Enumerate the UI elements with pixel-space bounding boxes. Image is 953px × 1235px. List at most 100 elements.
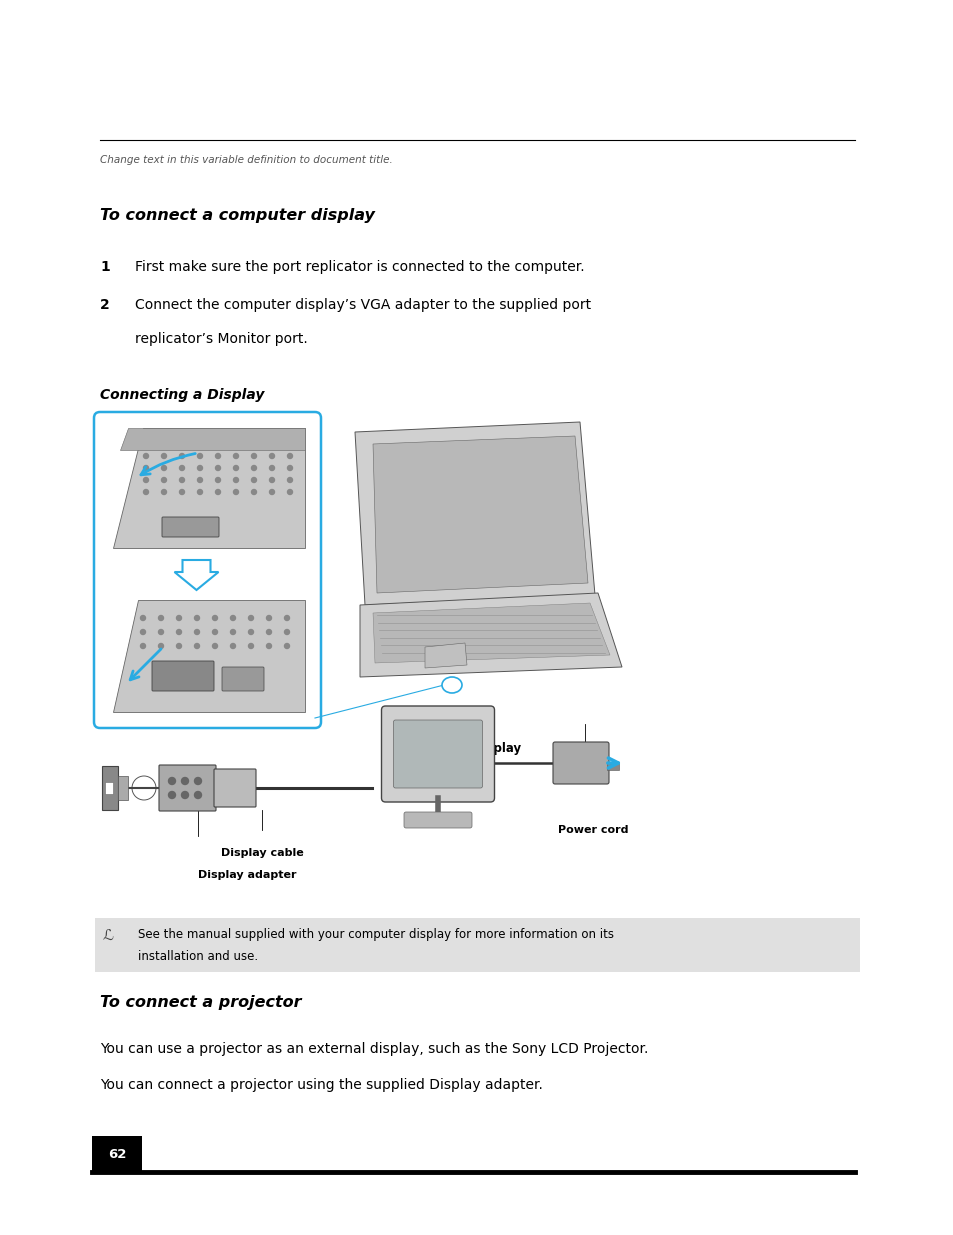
Bar xyxy=(102,766,118,810)
Circle shape xyxy=(233,466,238,471)
Circle shape xyxy=(161,489,167,494)
Circle shape xyxy=(231,615,235,620)
Circle shape xyxy=(179,466,184,471)
Circle shape xyxy=(132,776,156,800)
Text: installation and use.: installation and use. xyxy=(138,950,258,963)
Circle shape xyxy=(287,478,293,483)
Text: 62: 62 xyxy=(108,1147,126,1161)
FancyBboxPatch shape xyxy=(152,661,213,692)
Circle shape xyxy=(269,478,274,483)
Circle shape xyxy=(269,466,274,471)
Circle shape xyxy=(213,630,217,635)
Text: Change text in this variable definition to document title.: Change text in this variable definition … xyxy=(100,156,393,165)
Text: 2: 2 xyxy=(100,298,110,312)
Text: replicator’s Monitor port.: replicator’s Monitor port. xyxy=(135,332,308,346)
Circle shape xyxy=(194,778,201,784)
Circle shape xyxy=(248,615,253,620)
Text: 1: 1 xyxy=(100,261,110,274)
Circle shape xyxy=(213,643,217,648)
Text: First make sure the port replicator is connected to the computer.: First make sure the port replicator is c… xyxy=(135,261,584,274)
Circle shape xyxy=(248,643,253,648)
Circle shape xyxy=(194,615,199,620)
Text: ℒ: ℒ xyxy=(102,927,112,944)
Circle shape xyxy=(194,630,199,635)
Circle shape xyxy=(158,615,163,620)
Circle shape xyxy=(143,466,149,471)
Circle shape xyxy=(143,453,149,458)
Circle shape xyxy=(143,478,149,483)
Circle shape xyxy=(179,453,184,458)
Circle shape xyxy=(233,489,238,494)
Text: Power cord: Power cord xyxy=(558,825,628,835)
FancyBboxPatch shape xyxy=(162,517,219,537)
Circle shape xyxy=(179,478,184,483)
Circle shape xyxy=(161,478,167,483)
Circle shape xyxy=(158,630,163,635)
FancyBboxPatch shape xyxy=(381,706,494,802)
Circle shape xyxy=(287,466,293,471)
Text: To connect a computer display: To connect a computer display xyxy=(100,207,375,224)
Circle shape xyxy=(231,630,235,635)
Text: Connect the computer display’s VGA adapter to the supplied port: Connect the computer display’s VGA adapt… xyxy=(135,298,591,312)
Text: Display cable: Display cable xyxy=(220,848,303,858)
Circle shape xyxy=(215,478,220,483)
Text: To connect a projector: To connect a projector xyxy=(100,995,301,1010)
Text: Display adapter: Display adapter xyxy=(198,869,296,881)
Polygon shape xyxy=(373,436,587,593)
FancyBboxPatch shape xyxy=(94,412,320,727)
FancyBboxPatch shape xyxy=(403,811,472,827)
Circle shape xyxy=(215,453,220,458)
Bar xyxy=(91,1136,142,1172)
Circle shape xyxy=(181,792,189,799)
Polygon shape xyxy=(424,643,467,668)
Circle shape xyxy=(197,466,202,471)
Circle shape xyxy=(143,489,149,494)
Text: Connecting a Display: Connecting a Display xyxy=(100,388,264,403)
Circle shape xyxy=(252,478,256,483)
Bar xyxy=(606,762,618,769)
Circle shape xyxy=(197,478,202,483)
Polygon shape xyxy=(359,593,621,677)
Circle shape xyxy=(161,453,167,458)
FancyBboxPatch shape xyxy=(553,742,608,784)
Circle shape xyxy=(284,630,289,635)
Circle shape xyxy=(248,630,253,635)
Circle shape xyxy=(158,643,163,648)
Text: Computer display: Computer display xyxy=(405,742,520,755)
FancyBboxPatch shape xyxy=(393,720,482,788)
Circle shape xyxy=(161,466,167,471)
Text: You can use a projector as an external display, such as the Sony LCD Projector.: You can use a projector as an external d… xyxy=(100,1042,648,1056)
Polygon shape xyxy=(355,422,595,605)
Ellipse shape xyxy=(441,677,461,693)
Circle shape xyxy=(266,615,272,620)
Circle shape xyxy=(169,778,175,784)
Circle shape xyxy=(181,778,189,784)
Circle shape xyxy=(252,466,256,471)
Circle shape xyxy=(287,453,293,458)
Circle shape xyxy=(179,489,184,494)
Circle shape xyxy=(194,643,199,648)
Text: You can connect a projector using the supplied Display adapter.: You can connect a projector using the su… xyxy=(100,1078,542,1092)
Circle shape xyxy=(252,489,256,494)
Circle shape xyxy=(197,453,202,458)
Polygon shape xyxy=(120,429,305,450)
Circle shape xyxy=(269,489,274,494)
Circle shape xyxy=(176,630,181,635)
Circle shape xyxy=(266,643,272,648)
Circle shape xyxy=(176,643,181,648)
Text: See the manual supplied with your computer display for more information on its: See the manual supplied with your comput… xyxy=(138,927,614,941)
Circle shape xyxy=(284,615,289,620)
Circle shape xyxy=(140,615,146,620)
Circle shape xyxy=(197,489,202,494)
FancyBboxPatch shape xyxy=(213,769,255,806)
Circle shape xyxy=(233,453,238,458)
Circle shape xyxy=(213,615,217,620)
Circle shape xyxy=(140,630,146,635)
Circle shape xyxy=(194,792,201,799)
Circle shape xyxy=(287,489,293,494)
FancyBboxPatch shape xyxy=(222,667,264,692)
Circle shape xyxy=(169,792,175,799)
Circle shape xyxy=(284,643,289,648)
Bar xyxy=(95,918,859,972)
Circle shape xyxy=(231,643,235,648)
